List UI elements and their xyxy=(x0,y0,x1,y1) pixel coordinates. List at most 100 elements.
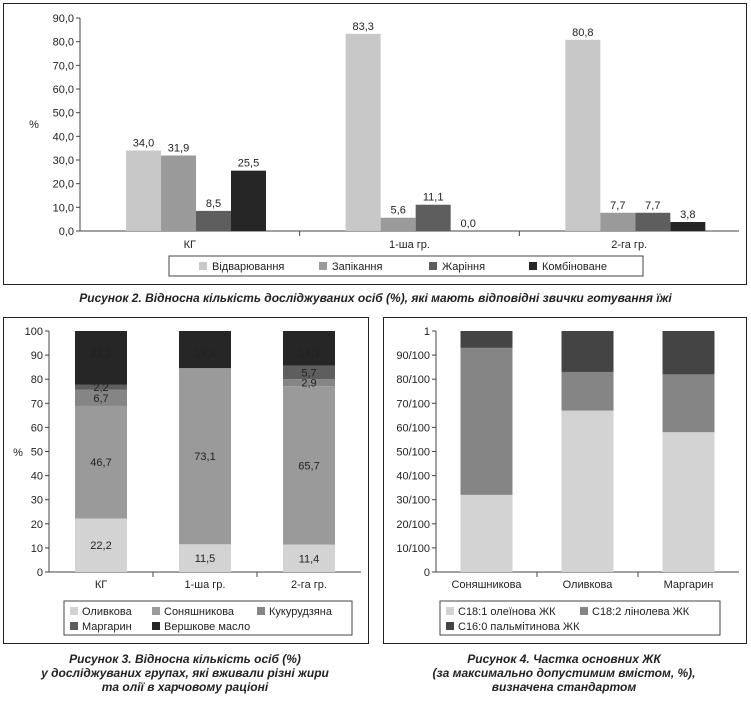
y-tick-label: 1 xyxy=(424,326,430,338)
y-tick-label: 60,0 xyxy=(53,84,74,96)
x-tick-label: 2-га гр. xyxy=(611,239,647,251)
bar-segment xyxy=(283,386,335,545)
x-tick-label: Маргарин xyxy=(664,579,714,591)
legend-swatch xyxy=(199,262,207,270)
y-tick-label: 0 xyxy=(424,567,430,579)
y-tick-label: 20 xyxy=(31,519,43,531)
y-tick-label: 100 xyxy=(25,326,43,338)
y-tick-label: 10,0 xyxy=(53,202,74,214)
y-tick-label: 90,0 xyxy=(53,13,74,25)
bar-segment xyxy=(662,432,715,572)
x-tick-label: КГ xyxy=(95,579,107,591)
figure-3-caption: Рисунок 3. Відносна кількість осіб (%) у… xyxy=(0,652,370,694)
y-tick-label: 50/100 xyxy=(396,447,430,459)
bar-segment-label: 14,3 xyxy=(298,348,319,360)
bar xyxy=(635,212,671,231)
y-tick-label: 0,0 xyxy=(59,226,74,238)
legend-label: Комбіноване xyxy=(542,261,607,273)
legend-label: С18:2 лінолева ЖК xyxy=(592,606,690,618)
bar-segment xyxy=(75,405,127,519)
legend-swatch xyxy=(529,262,537,270)
legend-label: Вершкове масло xyxy=(164,621,250,633)
bar-segment xyxy=(283,544,335,572)
bar-segment xyxy=(75,384,127,390)
bar-segment xyxy=(561,371,614,411)
chart-cooking-svg: 0,0 10,0 20,0 30,0 40,0 50,0 60,0 70,0 80,0 90,0%… xyxy=(29,13,739,277)
y-tick-label: 40/100 xyxy=(396,471,430,483)
bar-value-label: 80,8 xyxy=(572,27,593,39)
legend-box xyxy=(439,600,721,636)
bar-segment xyxy=(75,389,127,406)
y-tick-label: 50 xyxy=(31,447,43,459)
bar-segment xyxy=(283,365,335,380)
figure-2-caption: Рисунок 2. Відносна кількість досліджува… xyxy=(79,291,672,305)
y-tick-label: 10 xyxy=(31,543,43,555)
bar-value-label: 7,7 xyxy=(610,200,625,212)
bar-segment-label: 2,9 xyxy=(301,378,316,390)
bar-segment-label: 46,7 xyxy=(90,457,111,469)
y-tick-label: 30 xyxy=(31,495,43,507)
bar xyxy=(380,217,416,231)
legend-label: С18:1 олеїнова ЖК xyxy=(458,606,556,618)
y-tick-label: 60 xyxy=(31,422,43,434)
bar-segment-label: 2,2 xyxy=(93,382,108,394)
legend-swatch xyxy=(257,607,265,615)
bar-segment xyxy=(75,518,127,572)
bar xyxy=(415,204,451,231)
y-tick-label: 50,0 xyxy=(53,108,74,120)
bar xyxy=(600,212,636,231)
bar-segment xyxy=(662,374,715,433)
bar-segment-label: 11,4 xyxy=(299,553,320,565)
y-tick-label: 80 xyxy=(31,374,43,386)
y-tick-label: 90/100 xyxy=(396,350,430,362)
legend-label: Запікання xyxy=(332,261,382,273)
bar xyxy=(161,155,196,231)
bar-value-label: 83,3 xyxy=(352,21,373,33)
y-tick-label: 10/100 xyxy=(396,543,430,555)
bar-segment xyxy=(460,347,513,495)
legend-label: Відварювання xyxy=(212,261,284,273)
bar-segment-label: 15,4 xyxy=(194,348,216,360)
legend-label: Оливкова xyxy=(82,606,133,618)
figure-4-caption-line3: визначена стандартом xyxy=(491,680,637,694)
x-tick-label: КГ xyxy=(184,239,196,251)
y-tick-label: 80/100 xyxy=(396,374,430,386)
y-tick-label: 70,0 xyxy=(53,60,74,72)
legend-swatch xyxy=(446,622,454,630)
x-tick-label: 2-га гр. xyxy=(291,579,327,591)
chart-panel-fats: 0 10 20 30 40 50 60 70 80 90 100% 22,2 46,7 6,7 2,2 22,… xyxy=(3,317,369,644)
y-tick-label: 60/100 xyxy=(396,422,430,434)
chart-fats-svg: 0 10 20 30 40 50 60 70 80 90 100% 22,2 46,7 6,72,2 22,… xyxy=(13,326,361,636)
bar-segment xyxy=(179,368,231,545)
legend-swatch xyxy=(580,607,588,615)
bar-value-label: 0,0 xyxy=(461,218,476,230)
y-tick-label: 30,0 xyxy=(53,155,74,167)
bar-value-label: 8,5 xyxy=(206,198,221,210)
bar-segment xyxy=(460,494,513,572)
bar-segment xyxy=(561,410,614,572)
bar xyxy=(565,39,601,232)
x-tick-label: 1-ша гр. xyxy=(185,579,226,591)
bar-value-label: 7,7 xyxy=(645,200,660,212)
bar-segment-label: 22,2 xyxy=(90,540,111,552)
y-tick-label: 0 xyxy=(37,567,43,579)
bar xyxy=(126,150,161,231)
bar-value-label: 25,5 xyxy=(238,158,259,170)
chart-panel-cooking: 0,0 10,0 20,0 30,0 40,0 50,0 60,0 70,0 80,0 90,0%… xyxy=(3,3,747,285)
bar-segment xyxy=(179,331,231,369)
bar-segment xyxy=(283,331,335,366)
legend-label: Кукурудзяна xyxy=(269,606,333,618)
bar-segment xyxy=(561,331,614,372)
bar-segment xyxy=(75,331,127,385)
y-tick-label: 70/100 xyxy=(396,398,430,410)
bar-value-label: 5,6 xyxy=(391,205,406,217)
bar-segment-label: 65,7 xyxy=(298,460,319,472)
legend-label: Соняшникова xyxy=(164,606,235,618)
figure-3-caption-line3: та олії в харчовому раціоні xyxy=(101,680,269,694)
y-tick-label: 90 xyxy=(31,350,43,362)
bar-segment-label: 22,2 xyxy=(90,348,111,360)
y-tick-label: 20/100 xyxy=(396,519,430,531)
legend-label: Жаріння xyxy=(442,261,485,273)
figure-4-caption: Рисунок 4. Частка основних ЖК (за максим… xyxy=(380,652,748,694)
x-tick-label: Оливкова xyxy=(563,579,614,591)
